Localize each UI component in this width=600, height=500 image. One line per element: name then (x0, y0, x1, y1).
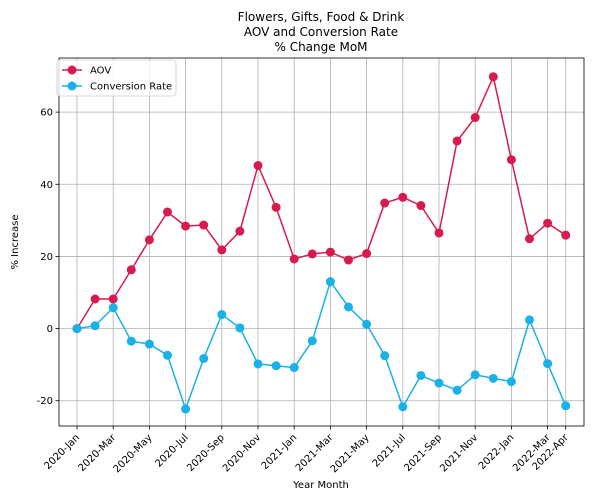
series-line (76, 74, 567, 329)
data-point (416, 370, 426, 380)
chart-title-line-1: Flowers, Gifts, Food & Drink (238, 10, 405, 24)
data-point (398, 402, 408, 412)
x-tick-label: 2021-Nov (438, 432, 480, 474)
data-point (289, 363, 299, 373)
data-point (362, 249, 372, 259)
data-point (380, 351, 390, 361)
data-point (434, 378, 444, 388)
data-point (344, 302, 353, 312)
data-point (452, 385, 462, 395)
data-point (108, 294, 118, 304)
data-point (416, 201, 426, 211)
legend-frame (56, 59, 177, 97)
data-point (506, 377, 516, 387)
data-point (235, 323, 245, 333)
data-point (307, 336, 317, 346)
y-tick-label: 20 (40, 252, 53, 263)
data-point (235, 226, 245, 236)
data-point (307, 249, 317, 259)
data-point (108, 303, 118, 313)
data-point (325, 277, 335, 287)
series-0 (72, 72, 571, 334)
data-point (434, 228, 444, 238)
x-tick-label: 2021-May (329, 432, 372, 475)
data-point (181, 404, 191, 414)
data-point (325, 247, 335, 257)
data-point (398, 192, 408, 202)
data-point (199, 220, 209, 230)
series-1 (72, 277, 571, 414)
data-point (163, 350, 172, 360)
data-point (561, 401, 571, 411)
data-point (380, 198, 390, 208)
data-point (144, 235, 154, 245)
data-point (217, 310, 227, 320)
data-point (72, 324, 82, 334)
x-tick-label: 2021-Jul (371, 432, 408, 469)
series-line (76, 280, 567, 412)
data-point (561, 230, 571, 240)
data-point (271, 202, 281, 212)
legend: AOV Conversion Rate (56, 59, 177, 97)
axis-ticks: -2002040602020-Jan2020-Mar2020-May2020-J… (37, 108, 572, 476)
y-tick-label: 0 (47, 324, 53, 335)
x-tick-label: 2020-Nov (221, 432, 263, 474)
x-axis-label: Year Month (292, 480, 349, 491)
data-point (362, 319, 372, 329)
legend-swatch-marker (67, 81, 77, 91)
legend-label: Conversion Rate (90, 82, 172, 93)
y-tick-label: 60 (40, 108, 53, 119)
data-point (488, 72, 498, 82)
data-point (253, 359, 263, 369)
data-point (470, 113, 480, 123)
legend-swatch-marker (67, 65, 77, 75)
data-point (90, 294, 100, 304)
data-point (452, 136, 462, 146)
data-point (144, 339, 154, 349)
data-point (488, 373, 498, 383)
data-point (217, 245, 227, 255)
y-axis-label: % Increase (10, 215, 21, 270)
data-point (271, 361, 281, 371)
data-point (525, 315, 534, 325)
data-point (181, 221, 191, 231)
grid-lines (59, 58, 584, 426)
data-point (543, 359, 553, 369)
data-point (90, 321, 100, 331)
data-point (344, 255, 353, 265)
data-point (126, 336, 136, 346)
chart-title-line-2: AOV and Conversion Rate (244, 25, 398, 39)
chart-title-line-3: % Change MoM (274, 40, 367, 54)
data-point (253, 161, 263, 171)
legend-label: AOV (90, 66, 111, 77)
data-point (506, 155, 516, 165)
plot-series (72, 72, 571, 414)
chart-title: Flowers, Gifts, Food & Drink AOV and Con… (238, 10, 405, 54)
data-point (199, 354, 209, 364)
x-tick-label: 2020-May (112, 432, 155, 475)
data-point (289, 254, 299, 264)
data-point (525, 234, 534, 244)
x-tick-label: 2020-Jul (153, 432, 190, 469)
data-point (543, 218, 553, 228)
plot-area-frame (58, 57, 585, 427)
data-point (126, 265, 136, 275)
data-point (163, 207, 172, 217)
data-point (470, 370, 480, 380)
y-tick-label: 40 (40, 180, 53, 191)
y-tick-label: -20 (37, 396, 53, 407)
